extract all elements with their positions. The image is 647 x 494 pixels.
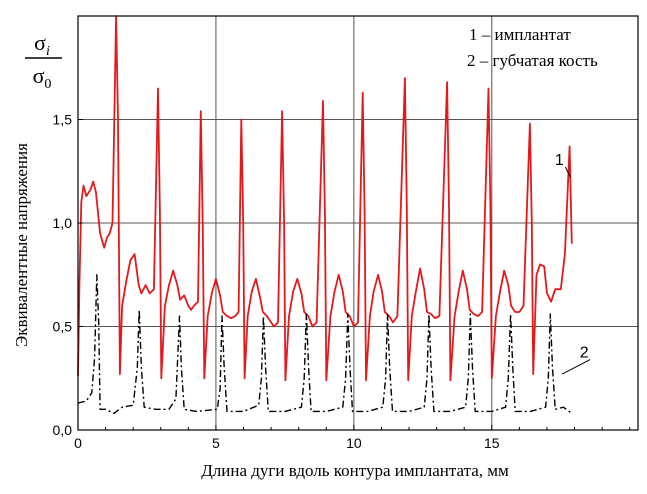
annotations-layer: 12: [555, 152, 591, 375]
series-layer: [77, 15, 573, 415]
series-line-2: [77, 274, 573, 415]
series-line-1: [77, 15, 573, 382]
y-fraction-label: σi σ0: [25, 30, 62, 92]
annotation-label: 1: [555, 152, 564, 169]
y-fraction-denominator: σ0: [33, 63, 52, 92]
annotation-label: 2: [580, 345, 589, 362]
x-axis-title: Длина дуги вдоль контура имплантата, мм: [201, 461, 509, 480]
legend: 1 – имплантат 2 – губчатая кость: [467, 25, 598, 70]
x-tick-label: 10: [346, 435, 362, 451]
y-tick-label: 1,5: [53, 112, 73, 128]
y-tick-label: 0,0: [53, 422, 73, 438]
y-tick-label: 0,5: [53, 319, 73, 335]
x-tick-label: 5: [212, 435, 220, 451]
plot-frame: [77, 15, 639, 431]
x-tick-label: 0: [74, 435, 82, 451]
grid: [78, 16, 638, 430]
y-axis-title: Эквивалентные напряжения: [12, 143, 31, 347]
y-fraction-numerator: σi: [34, 30, 50, 59]
annotation-leader: [561, 359, 591, 375]
legend-entry-1: 1 – имплантат: [469, 25, 571, 44]
annotation-leader: [564, 166, 571, 178]
legend-entry-2: 2 – губчатая кость: [467, 51, 598, 70]
x-tick-label: 15: [484, 435, 500, 451]
y-tick-label: 1,0: [53, 215, 73, 231]
